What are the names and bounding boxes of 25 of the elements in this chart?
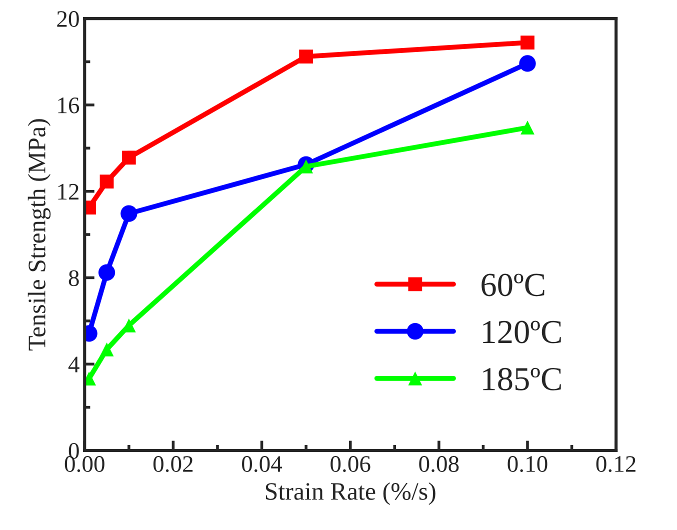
legend-label: 60ºC — [482, 274, 544, 296]
point — [299, 50, 314, 64]
y-tick-label: 16 — [58, 97, 80, 114]
x-axis-title: Strain Rate (%/s) — [266, 482, 436, 505]
x-tick-label: 0.02 — [153, 456, 193, 472]
point — [100, 342, 114, 356]
point — [100, 174, 114, 189]
x-tick-label: 0.04 — [242, 456, 282, 472]
y-axis-title: Tensile Strength (MPa) — [28, 119, 51, 351]
point — [98, 264, 116, 281]
y-tick-label: 4 — [68, 356, 80, 372]
x-tick-label: 0.10 — [508, 456, 548, 472]
point — [120, 205, 138, 222]
y-tick-label: 20 — [57, 11, 79, 27]
y-tick-label: 12 — [58, 184, 78, 200]
legend-label: 185ºC — [483, 368, 561, 390]
point — [519, 55, 536, 72]
legend-label: 120ºC — [483, 320, 561, 344]
y-tick-label: 8 — [68, 270, 79, 286]
point — [520, 120, 534, 135]
point — [122, 150, 136, 165]
point — [520, 36, 534, 50]
x-tick-label: 0.06 — [330, 456, 370, 472]
x-tick-label: 0.12 — [596, 456, 636, 472]
x-tick-label: 0.08 — [419, 456, 459, 472]
